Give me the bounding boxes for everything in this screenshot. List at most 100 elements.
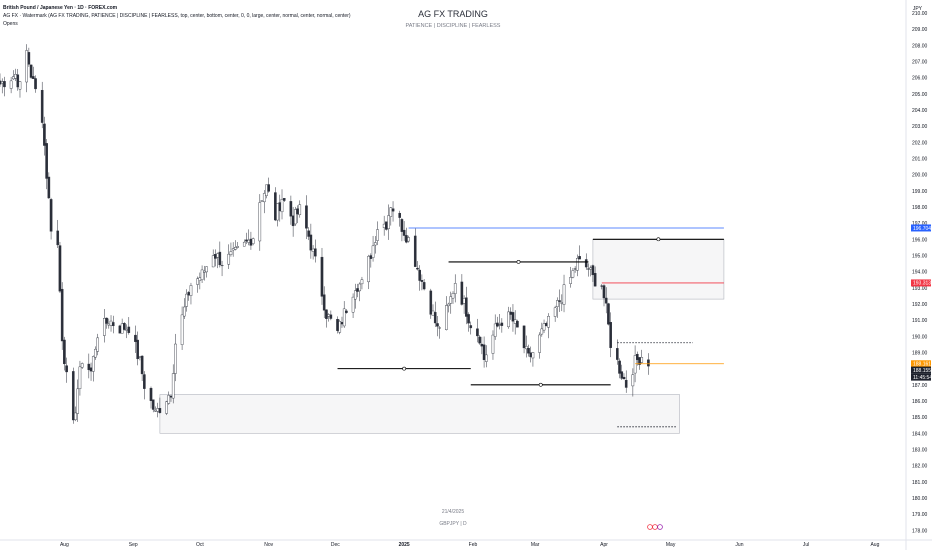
watermark-date: 21/4/2025 <box>441 509 465 515</box>
candle-body <box>9 80 13 89</box>
candle-body <box>482 344 486 361</box>
candle-body <box>633 355 637 374</box>
candle-body <box>180 314 184 345</box>
y-tick-label: 182.00 <box>912 464 928 470</box>
candle-body <box>231 248 235 251</box>
red-price-text: 193.313 <box>913 281 931 287</box>
x-tick-label: Aug <box>60 542 69 548</box>
candle-body <box>573 268 577 270</box>
symbol-title[interactable]: British Pound / Japanese Yen · 1D · FORE… <box>3 5 118 11</box>
candle-body <box>542 323 546 331</box>
candle-body <box>309 234 313 251</box>
candle-body <box>493 323 497 337</box>
candle-body <box>340 322 344 325</box>
y-tick-label: 192.00 <box>912 302 928 308</box>
candle-body <box>389 207 393 217</box>
candle-body <box>136 339 139 360</box>
candle-body <box>109 320 113 326</box>
x-tick-label: Mar <box>531 542 540 548</box>
candle-body <box>0 81 4 84</box>
candle-body <box>476 328 479 337</box>
candle-body <box>134 334 137 342</box>
candle-body <box>547 316 550 328</box>
candle-body <box>527 348 530 354</box>
candle-body <box>56 230 60 246</box>
candle-body <box>12 76 15 80</box>
candle-body <box>298 204 302 216</box>
candle-body <box>491 334 495 354</box>
candle-body <box>602 285 606 299</box>
indicator-legend[interactable]: AG FX · Watermark (AG FX TRADING, PATIEN… <box>3 13 351 19</box>
candle-body <box>158 408 162 413</box>
candle-body <box>296 208 299 215</box>
candle-body <box>18 81 22 90</box>
candle-body <box>32 76 35 79</box>
orange-price-text: 188.161 <box>913 362 931 368</box>
candle-body <box>647 359 650 367</box>
x-tick-label: Aug <box>870 542 879 548</box>
y-tick-label: 184.00 <box>912 431 928 437</box>
candle-body <box>480 343 484 347</box>
candle-body <box>120 323 124 334</box>
candle-body <box>258 202 262 242</box>
candle-body <box>76 388 80 414</box>
candle-body <box>620 371 624 379</box>
candle-body <box>531 352 535 359</box>
candle-body <box>460 281 464 305</box>
x-tick-label: Nov <box>264 542 273 548</box>
candle-body <box>262 193 266 203</box>
candle-body <box>462 298 466 304</box>
candle-body <box>87 363 91 370</box>
y-tick-label: 206.00 <box>912 76 928 82</box>
candle-body <box>433 312 437 324</box>
candle-body <box>371 245 375 258</box>
candle-body <box>351 296 355 313</box>
candle-body <box>600 285 604 287</box>
candle-body <box>47 176 51 199</box>
economic-event-icon <box>657 524 663 530</box>
candle-body <box>211 255 215 268</box>
candle-body <box>422 282 426 290</box>
candle-body <box>385 221 388 230</box>
candle-body <box>338 321 342 333</box>
y-tick-label: 201.00 <box>912 156 928 162</box>
candle-body <box>216 253 219 258</box>
candle-body <box>376 229 379 241</box>
candle-body <box>200 269 204 280</box>
y-tick-label: 181.00 <box>912 480 928 486</box>
candle-body <box>516 320 519 328</box>
candle-body <box>369 255 373 259</box>
candle-body <box>544 323 548 327</box>
candle-body <box>154 409 157 412</box>
support-marker <box>402 366 407 371</box>
candle-body <box>49 199 53 232</box>
candle-body <box>40 89 44 123</box>
currency-label[interactable]: JPY <box>912 6 922 12</box>
candle-body <box>16 74 20 88</box>
y-tick-label: 197.00 <box>912 221 928 227</box>
x-tick-label: Jul <box>803 542 809 548</box>
candle-body <box>138 356 142 358</box>
watermark-symbol: GBPJPY | D <box>439 521 467 527</box>
candle-body <box>593 273 597 287</box>
candle-body <box>387 215 390 229</box>
candle-body <box>540 328 544 335</box>
candle-body <box>431 310 435 316</box>
y-tick-label: 179.00 <box>912 512 928 518</box>
candle-body <box>274 192 277 221</box>
candle-body <box>280 199 284 213</box>
candle-body <box>311 248 315 252</box>
candle-body <box>342 308 346 327</box>
candle-body <box>556 300 559 307</box>
x-tick-label: Apr <box>600 542 608 548</box>
y-tick-label: 185.00 <box>912 415 928 421</box>
candle-body <box>185 293 188 307</box>
candle-body <box>345 310 348 313</box>
candle-body <box>291 215 295 227</box>
candle-body <box>609 322 612 348</box>
y-tick-label: 204.00 <box>912 108 928 114</box>
opens-legend[interactable]: Opens <box>3 21 18 27</box>
current-price-text: 188.155 <box>913 368 931 374</box>
